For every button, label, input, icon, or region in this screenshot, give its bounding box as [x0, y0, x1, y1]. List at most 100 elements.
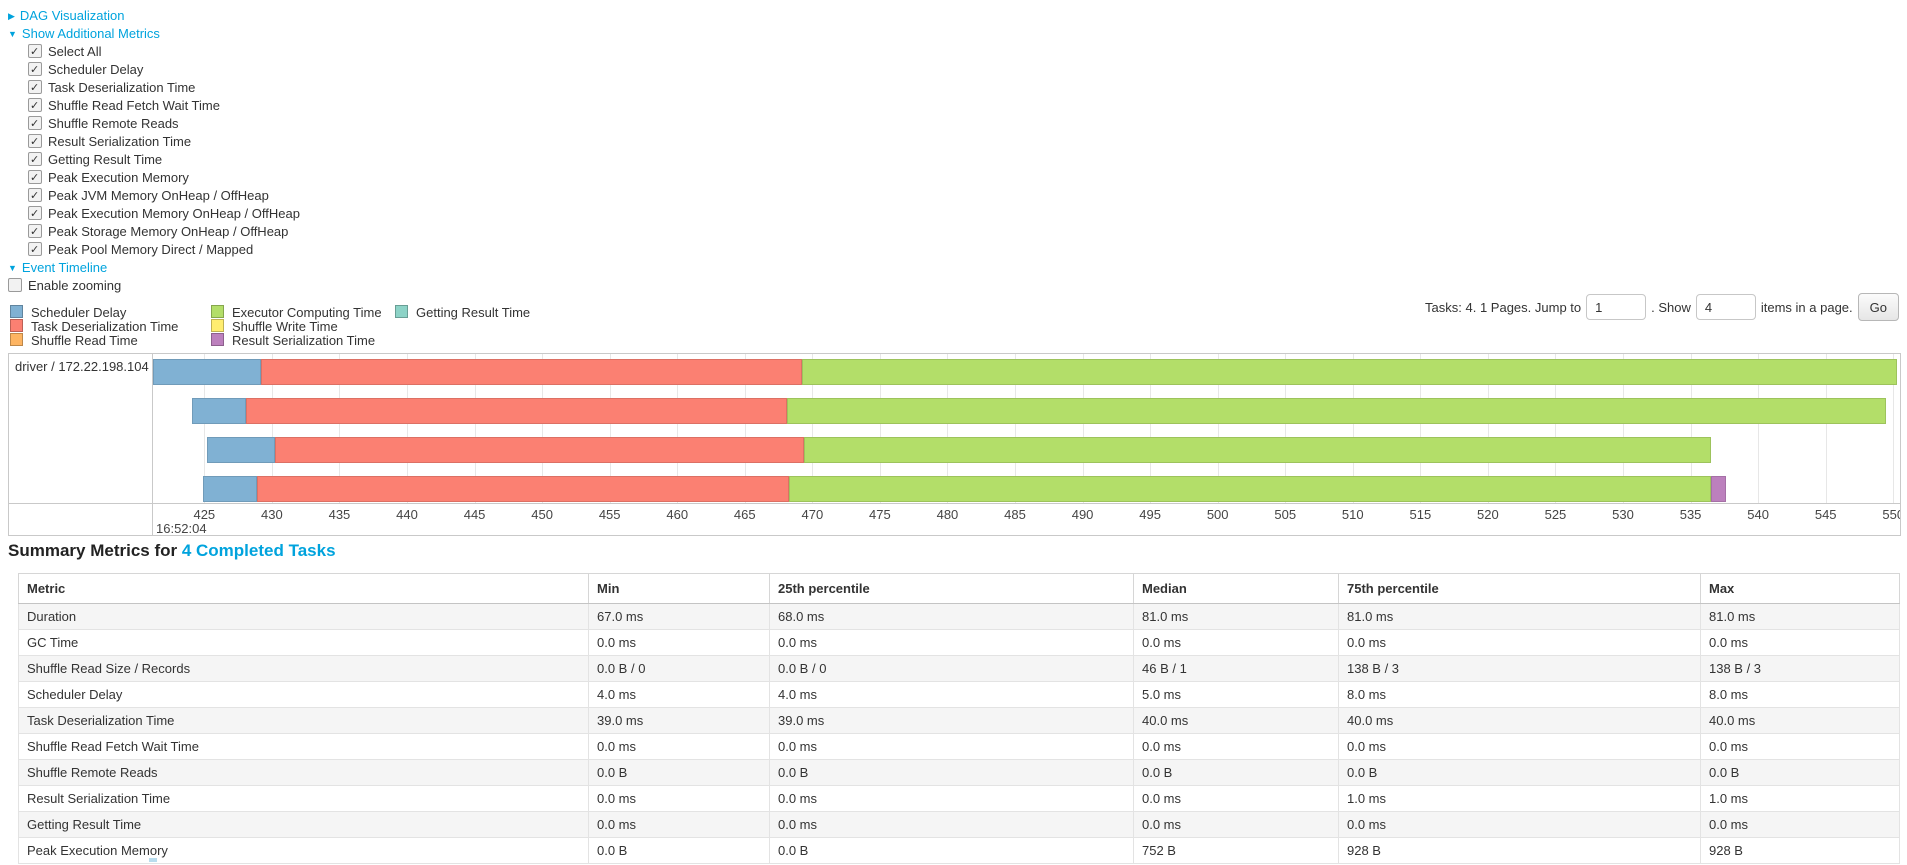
axis-gridline [1015, 354, 1016, 503]
axis-tick-label: 495 [1139, 507, 1161, 522]
metric-checkbox[interactable] [28, 43, 42, 61]
axis-tick-label: 520 [1477, 507, 1499, 522]
enable-zooming-checkbox[interactable] [8, 278, 22, 292]
task-deserialization-segment[interactable] [274, 437, 805, 463]
legend-row: Task Deserialization Time Shuffle Write T… [10, 319, 530, 334]
value-cell: 0.0 ms [1700, 733, 1900, 760]
value-cell: 928 B [1700, 837, 1900, 864]
scheduler-delay-segment[interactable] [153, 359, 262, 385]
executor-computing-swatch-icon [211, 305, 224, 318]
metric-checkbox[interactable] [28, 115, 42, 133]
value-cell: 0.0 ms [769, 629, 1134, 656]
table-header-cell: Max [1700, 573, 1900, 604]
task-deserialization-segment[interactable] [257, 476, 790, 502]
axis-tick-label: 470 [801, 507, 824, 522]
go-button[interactable]: Go [1857, 293, 1899, 321]
jump-to-page-input[interactable] [1586, 294, 1647, 320]
metric-checkbox-label: Peak Execution Memory OnHeap / OffHeap [48, 206, 300, 221]
value-cell: 40.0 ms [1133, 707, 1339, 734]
items-per-page-input[interactable] [1695, 294, 1756, 320]
scheduler-delay-segment[interactable] [202, 476, 258, 502]
axis-gridline [1285, 354, 1287, 503]
metric-checkbox[interactable] [28, 79, 42, 97]
axis-gridline [947, 354, 949, 503]
axis-tick-label: 460 [666, 507, 689, 522]
legend-label: Getting Result Time [416, 305, 531, 320]
metric-checkbox-label: Result Serialization Time [48, 134, 192, 149]
metric-checkbox-label: Peak Pool Memory Direct / Mapped [48, 242, 254, 257]
scheduler-delay-segment[interactable] [192, 398, 247, 424]
executor-computing-segment[interactable] [786, 398, 1887, 424]
executor-computing-segment[interactable] [789, 476, 1711, 502]
value-cell: 0.0 B [1700, 759, 1900, 786]
metric-cell: Shuffle Read Fetch Wait Time [18, 733, 589, 760]
metric-checkbox[interactable] [28, 133, 42, 151]
axis-gridline [1150, 354, 1152, 503]
axis-gridline [1420, 354, 1422, 503]
pagination-suffix-text: items in a page. [1760, 299, 1853, 315]
legend-item: Task Deserialization Time [10, 319, 211, 334]
value-cell: 40.0 ms [1338, 707, 1701, 734]
axis-gridline [1623, 354, 1625, 503]
axis-gridline [542, 354, 544, 503]
executor-computing-segment[interactable] [804, 437, 1711, 463]
axis-gridline [1082, 354, 1084, 503]
task-deserialization-swatch-icon [10, 319, 23, 332]
axis-tick-label: 500 [1206, 507, 1229, 522]
axis-gridline [1690, 354, 1692, 503]
enable-zooming-label: Enable zooming [28, 278, 122, 293]
legend-row: Shuffle Read Time Result Serialization Ti… [10, 333, 530, 348]
axis-tick-label: 540 [1747, 507, 1769, 522]
axis-gridline [271, 354, 273, 503]
value-cell: 0.0 ms [1338, 629, 1701, 656]
metric-checkbox[interactable] [28, 151, 42, 169]
value-cell: 0.0 ms [588, 811, 770, 838]
metric-checkbox-item: Task Deserialization Time [8, 79, 300, 97]
table-header-row: Metric Min 25th percentile Median 75th perce… [18, 573, 1900, 604]
event-timeline-toggle[interactable]: ▼ Event Timeline [8, 259, 300, 277]
value-cell: 0.0 B / 0 [769, 655, 1134, 682]
value-cell: 4.0 ms [769, 681, 1134, 708]
metric-checkbox[interactable] [28, 223, 42, 241]
scheduler-delay-segment[interactable] [207, 437, 275, 463]
table-header-cell: Median [1133, 573, 1339, 604]
metric-checkbox[interactable] [28, 61, 42, 79]
legend-label: Task Deserialization Time [31, 319, 179, 334]
value-cell: 752 B [1133, 837, 1339, 864]
axis-tick-label: 480 [936, 507, 959, 522]
event-timeline-label: Event Timeline [21, 260, 108, 275]
executor-computing-segment[interactable] [801, 359, 1898, 385]
show-additional-metrics-toggle[interactable]: ▼ Show Additional Metrics [8, 25, 300, 43]
task-deserialization-segment[interactable] [246, 398, 787, 424]
legend-label: Result Serialization Time [232, 333, 376, 348]
result-serialization-segment[interactable] [1710, 476, 1726, 502]
table-row: Shuffle Read Fetch Wait Time 0.0 ms 0.0 ms… [18, 733, 1900, 760]
metric-cell: Task Deserialization Time [18, 707, 589, 734]
metric-checkbox-label: Peak JVM Memory OnHeap / OffHeap [48, 188, 269, 203]
axis-tick-label: 430 [261, 507, 283, 522]
value-cell: 0.0 B / 0 [588, 655, 770, 682]
task-deserialization-segment[interactable] [261, 359, 802, 385]
table-header-cell: 75th percentile [1338, 573, 1701, 604]
axis-tick-label: 445 [463, 507, 486, 522]
axis-tick-label: 440 [396, 507, 418, 522]
metric-checkbox[interactable] [28, 187, 42, 205]
metric-cell: Scheduler Delay [18, 681, 589, 708]
axis-tick-label: 505 [1274, 507, 1297, 522]
metric-checkbox[interactable] [28, 169, 42, 187]
metric-checkbox[interactable] [28, 97, 42, 115]
table-row: Shuffle Remote Reads 0.0 B 0.0 B 0.0 B 0.0 B… [18, 759, 1900, 786]
metric-cell: Duration [18, 603, 589, 630]
axis-tick-label: 475 [869, 507, 891, 522]
time-axis: 16:52:04 425 430 435 440 445 450 455 460 465 470 4… [9, 503, 1900, 535]
metric-checkbox[interactable] [28, 241, 42, 259]
dag-visualization-toggle[interactable]: ▶ DAG Visualization [8, 7, 300, 25]
value-cell: 0.0 ms [1700, 629, 1900, 656]
value-cell: 8.0 ms [1700, 681, 1900, 708]
value-cell: 0.0 B [588, 759, 770, 786]
legend-label: Executor Computing Time [232, 305, 382, 320]
metric-checkbox[interactable] [28, 205, 42, 223]
completed-tasks-link[interactable]: 4 Completed Tasks [181, 541, 336, 560]
metric-checkbox-label: Peak Execution Memory [48, 170, 189, 185]
metric-cell: Shuffle Remote Reads [18, 759, 589, 786]
